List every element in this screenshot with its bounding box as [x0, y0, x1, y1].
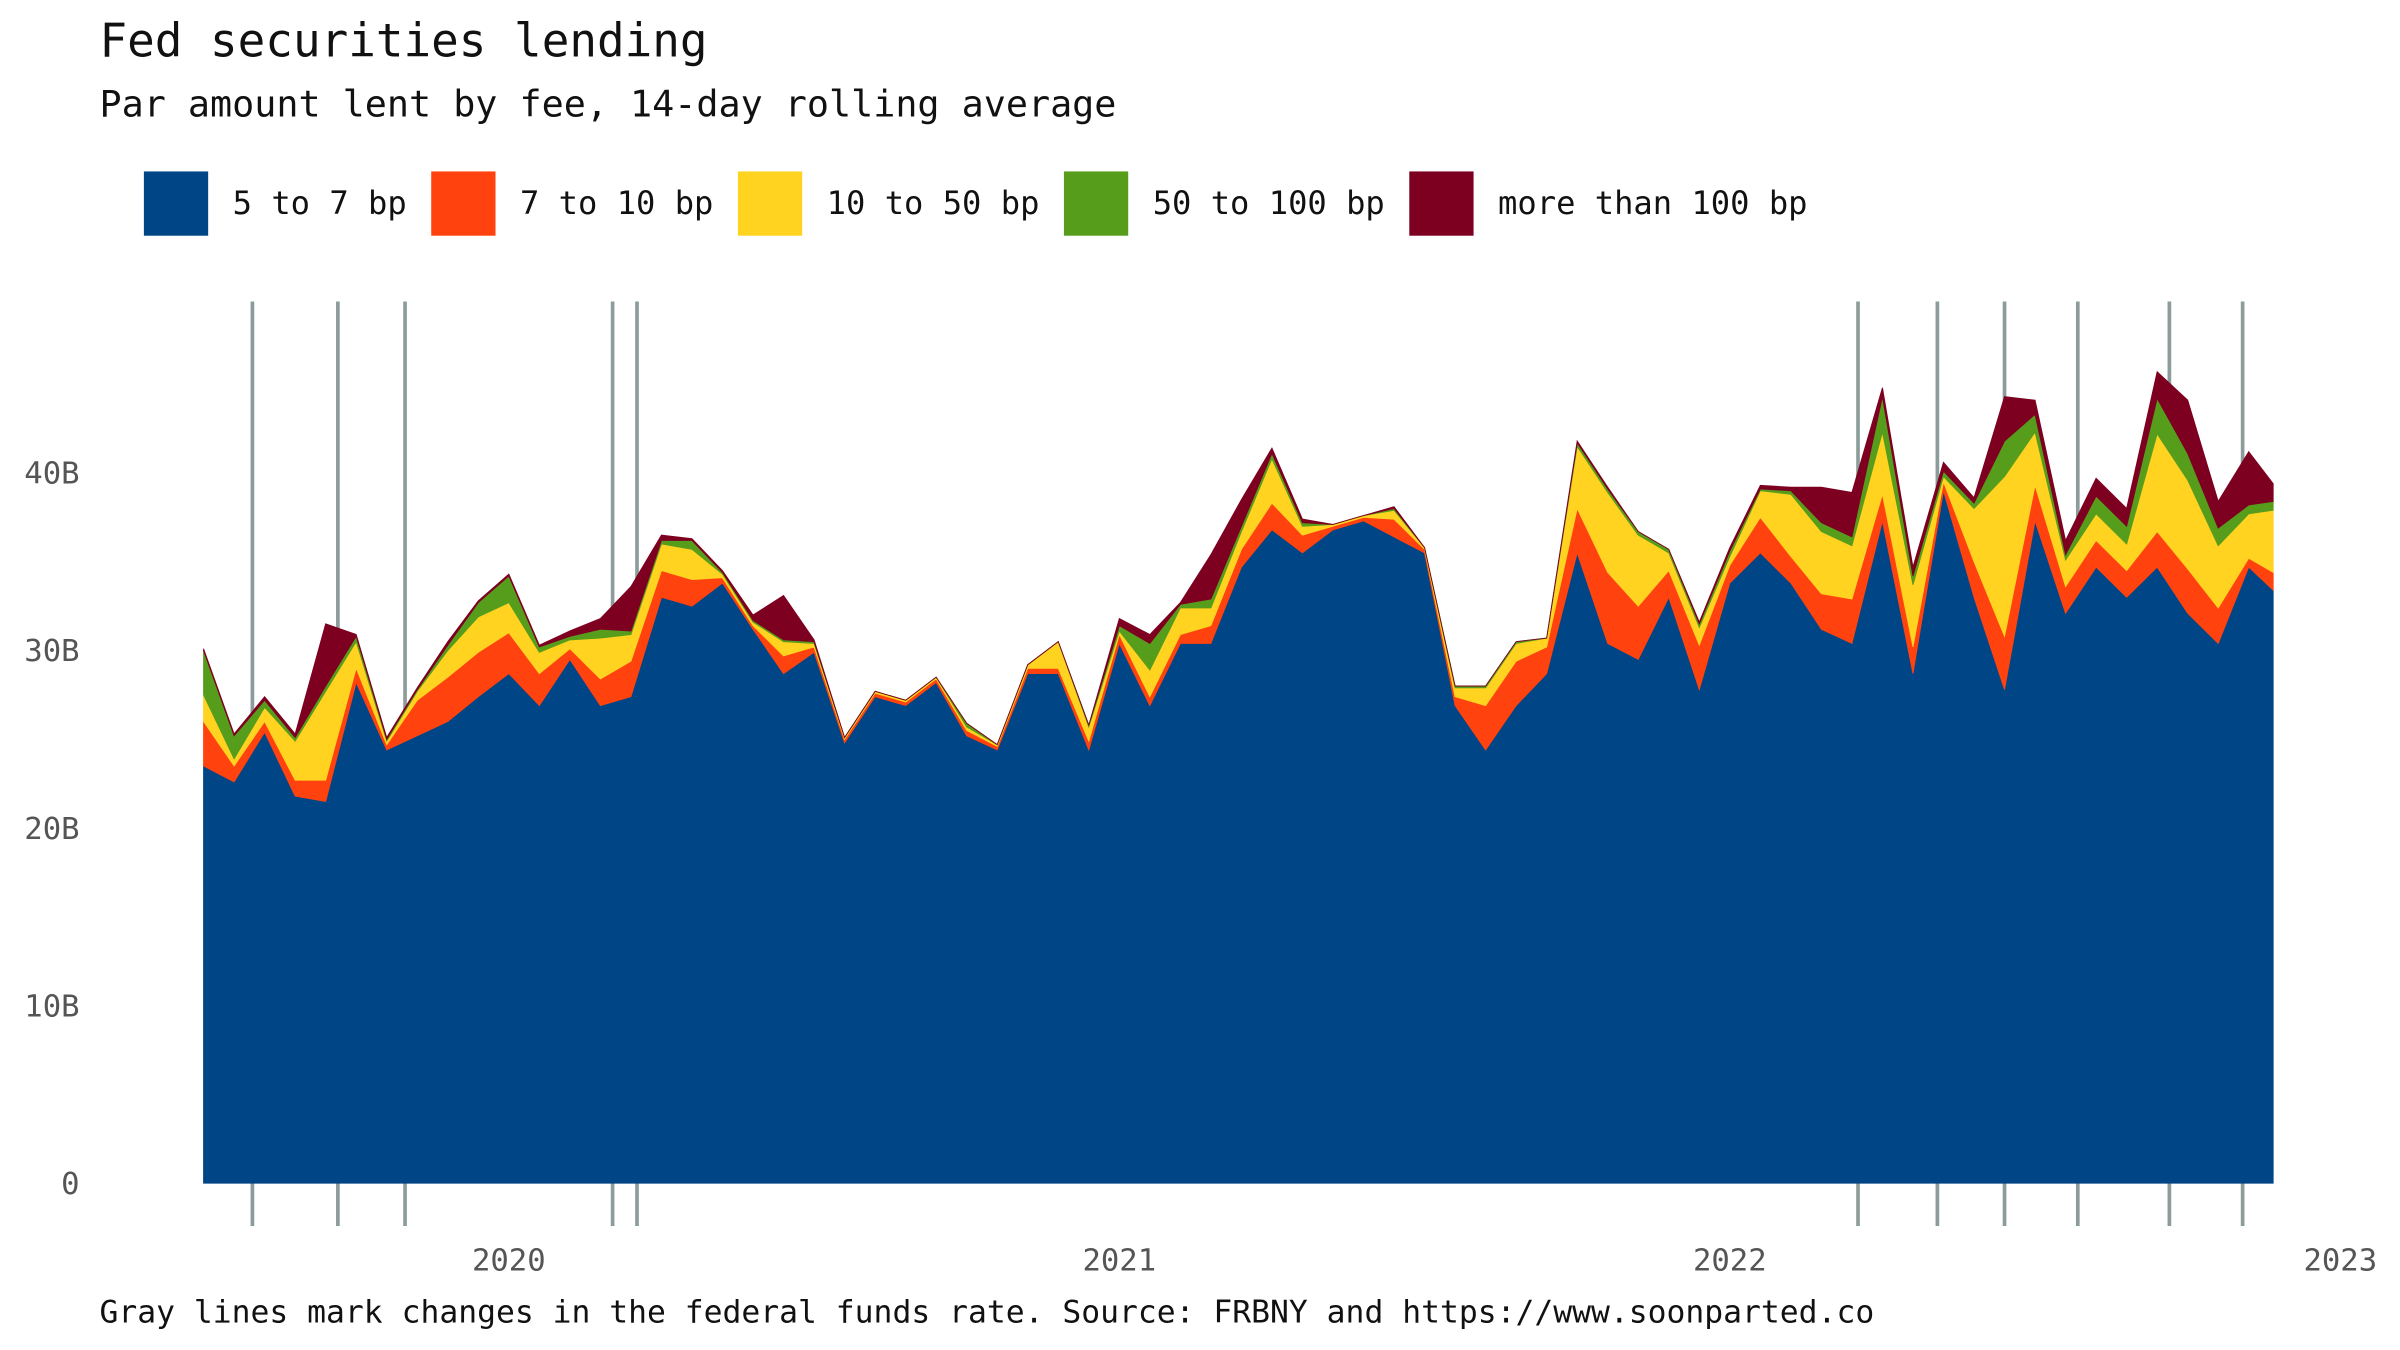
- y-tick-label: 30B: [24, 634, 79, 669]
- y-tick-label: 20B: [24, 812, 79, 847]
- x-tick-label: 2022: [1693, 1243, 1767, 1278]
- legend-swatch: [1063, 171, 1129, 236]
- legend-swatch: [1409, 171, 1474, 236]
- y-tick-label: 10B: [24, 989, 79, 1024]
- legend-swatch: [737, 171, 803, 236]
- x-tick-label: 2020: [472, 1243, 546, 1278]
- caption: Gray lines mark changes in the federal f…: [99, 1294, 1874, 1330]
- legend-label: more than 100 bp: [1498, 184, 1807, 222]
- area: [203, 370, 2274, 746]
- legend-label: 7 to 10 bp: [520, 184, 713, 222]
- chart-subtitle: Par amount lent by fee, 14-day rolling a…: [99, 82, 1116, 125]
- legend-swatch: [143, 171, 209, 236]
- y-tick-label: 40B: [24, 457, 79, 492]
- legend-label: 5 to 7 bp: [233, 184, 407, 222]
- x-tick-label: 2021: [1082, 1243, 1156, 1278]
- legend-label: 10 to 50 bp: [827, 184, 1040, 222]
- legend-swatch: [431, 171, 496, 236]
- chart-title: Fed securities lending: [99, 14, 707, 68]
- legend-label: 50 to 100 bp: [1153, 184, 1385, 222]
- x-tick-label: 2023: [2303, 1243, 2377, 1278]
- y-tick-label: 0: [61, 1167, 79, 1202]
- areas: [203, 370, 2274, 1184]
- legend: 5 to 7 bp 7 to 10 bp 10 to 50 bp 50 to 100 …: [143, 171, 1808, 236]
